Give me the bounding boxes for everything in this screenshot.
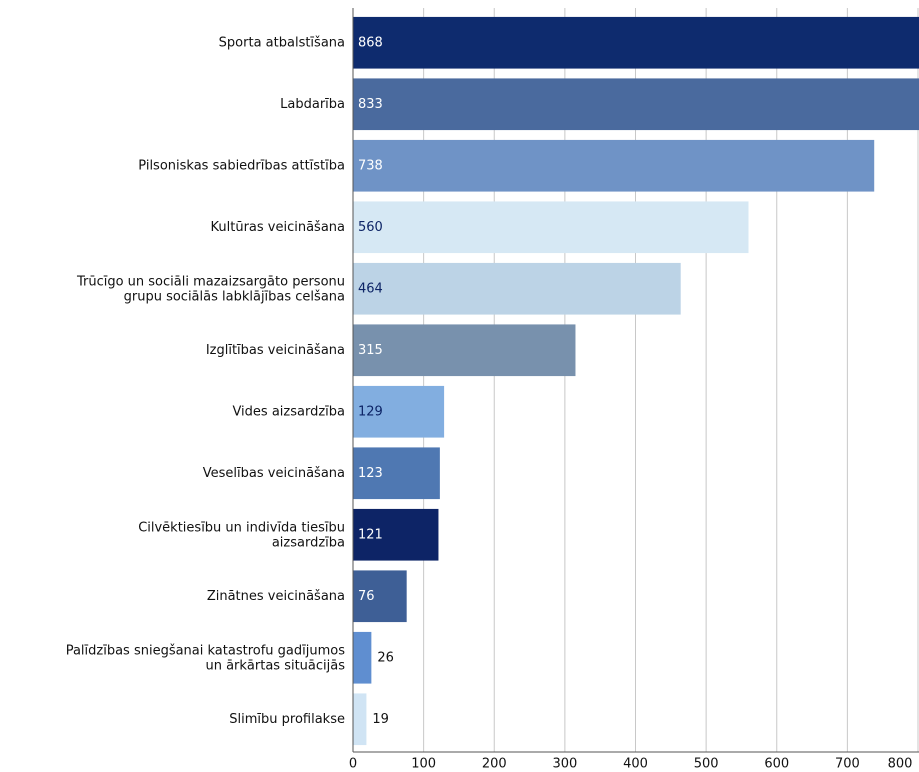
value-label: 464	[358, 281, 383, 296]
value-label: 76	[358, 589, 375, 604]
y-tick-label: Veselības veicināšana	[203, 466, 345, 481]
y-tick-label: Izglītības veicināšana	[206, 343, 345, 358]
value-label: 123	[358, 466, 383, 481]
value-label: 738	[358, 158, 383, 173]
y-tick-label: Slimību profilakse	[229, 712, 345, 727]
bar	[353, 570, 407, 623]
y-tick-label: Sporta atbalstīšana	[219, 35, 345, 50]
value-label: 26	[377, 650, 394, 665]
bar	[353, 78, 919, 131]
y-tick-label: Cilvēktiesību un indivīda tiesību aizsard…	[138, 520, 345, 550]
y-tick-label: Kultūras veicināšana	[211, 220, 346, 235]
bar	[353, 447, 440, 500]
x-tick-label: 500	[694, 757, 719, 772]
y-tick-label: Labdarība	[280, 97, 345, 112]
bar	[353, 262, 681, 315]
y-tick-label: Vides aizsardzība	[232, 404, 345, 419]
x-tick-label: 700	[835, 757, 860, 772]
x-tick-label: 600	[764, 757, 789, 772]
value-label: 560	[358, 220, 383, 235]
bar	[353, 16, 919, 69]
y-tick-label: Palīdzības sniegšanai katastrofu gadījum…	[66, 643, 346, 673]
x-tick-label: 0	[349, 757, 357, 772]
bar	[353, 385, 445, 438]
value-label: 833	[358, 97, 383, 112]
y-tick-label: Zinātnes veicināšana	[207, 589, 345, 604]
value-label: 121	[358, 527, 383, 542]
y-tick-label: Trūcīgo un sociāli mazaizsargāto personu…	[76, 274, 345, 304]
bar	[353, 201, 749, 254]
bar	[353, 508, 439, 561]
y-tick-label: Pilsoniskas sabiedrības attīstība	[138, 158, 345, 173]
x-tick-label: 200	[482, 757, 507, 772]
x-tick-label: 100	[411, 757, 436, 772]
x-tick-label: 300	[552, 757, 577, 772]
bar	[353, 631, 372, 684]
bar	[353, 139, 875, 192]
bar	[353, 324, 576, 377]
x-tick-label: 800	[888, 757, 913, 772]
x-tick-label: 400	[623, 757, 648, 772]
value-label: 19	[372, 712, 389, 727]
value-label: 129	[358, 404, 383, 419]
value-label: 868	[358, 35, 383, 50]
bar	[353, 693, 367, 746]
value-label: 315	[358, 343, 383, 358]
